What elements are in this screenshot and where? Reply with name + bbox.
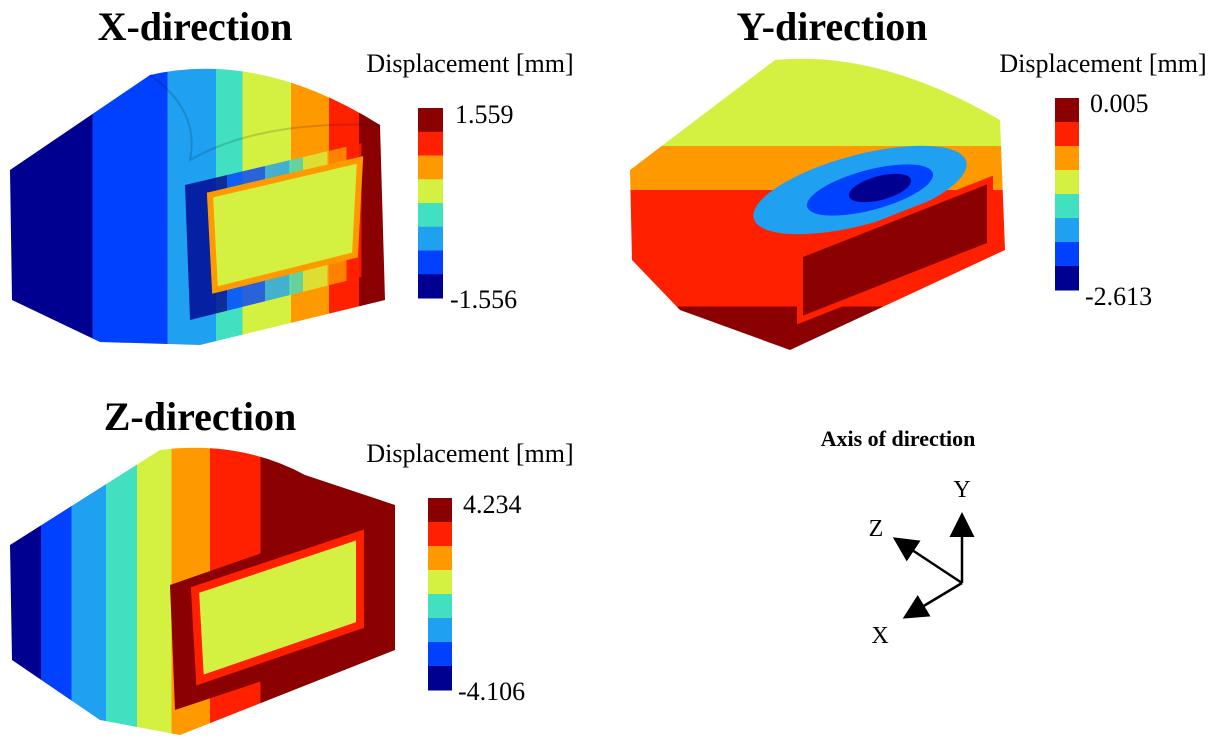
- colorbar-segment: [1055, 218, 1079, 243]
- legend-label: Displacement [mm]: [366, 49, 573, 78]
- colorbar-segment: [418, 274, 443, 298]
- colorbar-max: 4.234: [463, 490, 522, 519]
- colorbar-segment: [1055, 146, 1079, 171]
- colorbar-segment: [1055, 170, 1079, 195]
- colorbar-segment: [418, 108, 443, 132]
- panel-title: X-direction: [98, 4, 293, 49]
- colorbar-segment: [418, 179, 443, 203]
- legend-label: Displacement [mm]: [366, 439, 573, 468]
- y-model: [630, 59, 1005, 350]
- colorbar-segment: [1055, 98, 1079, 123]
- colorbar-min: -4.106: [458, 677, 525, 706]
- colorbar-segment: [1055, 266, 1079, 291]
- colorbar-segment: [1055, 122, 1079, 147]
- x-model: [10, 69, 385, 345]
- panel-title: Z-direction: [104, 394, 297, 439]
- colorbar-segment: [428, 666, 452, 691]
- colorbar-segment: [1055, 242, 1079, 267]
- colorbar-segment: [418, 227, 443, 251]
- colorbar: [428, 498, 452, 691]
- colorbar-segment: [428, 546, 452, 571]
- colorbar-max: 1.559: [455, 100, 514, 129]
- colorbar-segment: [428, 498, 452, 523]
- axis-arrows: [897, 517, 962, 616]
- legend-label: Displacement [mm]: [999, 49, 1206, 78]
- axis-title: Axis of direction: [821, 426, 976, 451]
- colorbar-segment: [418, 203, 443, 227]
- colorbar-min: -2.613: [1085, 282, 1152, 311]
- axis-label: Z: [869, 516, 884, 542]
- figure: X-direction Displacement [mm] 1.559 -1.5…: [0, 0, 1230, 740]
- colorbar-segment: [428, 522, 452, 547]
- z-model: [10, 448, 395, 735]
- colorbar-segment: [418, 156, 443, 180]
- axis-label: X: [871, 623, 888, 649]
- colorbar-segment: [1055, 194, 1079, 219]
- colorbar-max: 0.005: [1090, 89, 1149, 118]
- colorbar: [1055, 98, 1079, 291]
- colorbar-segment: [418, 132, 443, 156]
- axis-label: Y: [953, 477, 970, 503]
- colorbar-min: -1.556: [450, 285, 517, 314]
- colorbar-segment: [428, 594, 452, 619]
- colorbar-segment: [418, 251, 443, 275]
- colorbar-segment: [428, 618, 452, 643]
- colorbar: [418, 108, 443, 299]
- colorbar-segment: [428, 642, 452, 667]
- panel-title: Y-direction: [736, 4, 927, 49]
- colorbar-segment: [428, 570, 452, 595]
